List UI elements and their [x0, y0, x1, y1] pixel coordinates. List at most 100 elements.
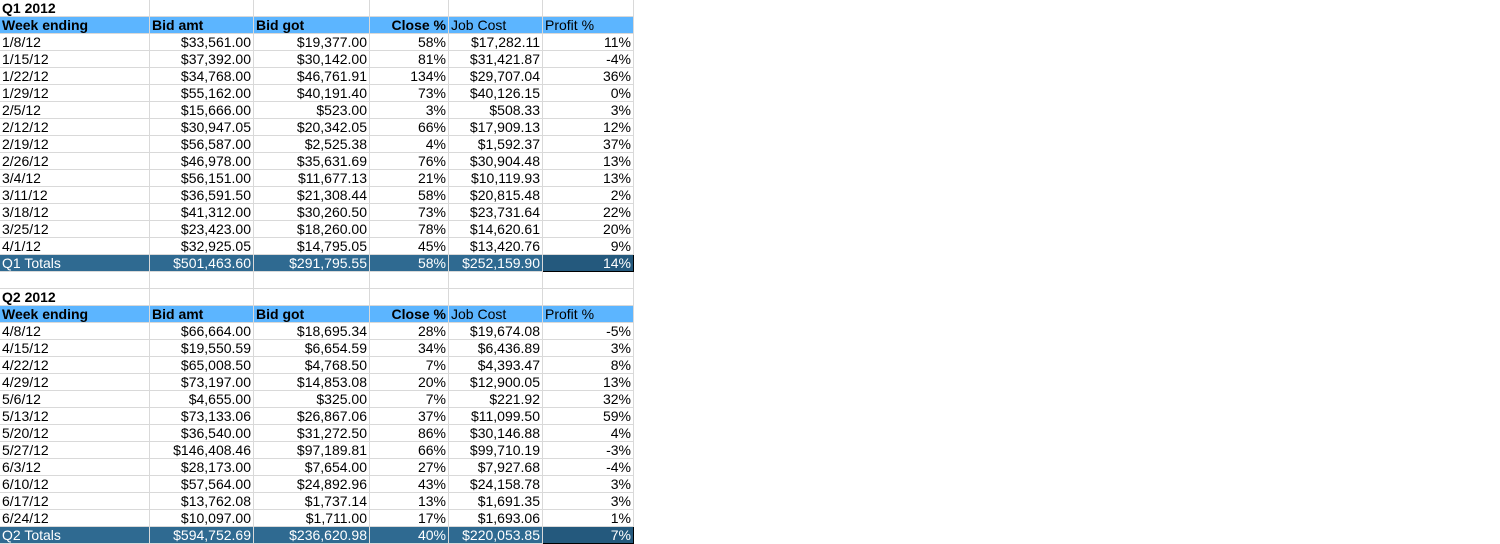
data-cell[interactable]: $26,867.06 — [253, 407, 370, 425]
data-cell[interactable]: $19,674.08 — [448, 322, 543, 340]
data-cell[interactable]: 73% — [369, 84, 449, 102]
data-cell[interactable]: $65,008.50 — [149, 356, 254, 374]
data-cell[interactable]: 37% — [542, 135, 634, 153]
data-cell[interactable]: 3/11/12 — [0, 186, 150, 204]
data-cell[interactable]: 1/8/12 — [0, 33, 150, 51]
data-cell[interactable]: $33,561.00 — [149, 33, 254, 51]
data-cell[interactable]: -3% — [542, 441, 634, 459]
data-cell[interactable]: $1,691.35 — [448, 492, 543, 510]
data-cell[interactable]: $1,693.06 — [448, 509, 543, 527]
totals-cell[interactable]: $236,620.98 — [253, 526, 370, 544]
data-cell[interactable]: 76% — [369, 152, 449, 170]
data-cell[interactable]: $14,620.61 — [448, 220, 543, 238]
data-cell[interactable]: $6,654.59 — [253, 339, 370, 357]
data-cell[interactable]: $41,312.00 — [149, 203, 254, 221]
data-cell[interactable]: $13,762.08 — [149, 492, 254, 510]
empty-cell[interactable] — [253, 0, 370, 17]
data-cell[interactable]: 4% — [542, 424, 634, 442]
data-cell[interactable]: 2% — [542, 186, 634, 204]
data-cell[interactable]: $30,142.00 — [253, 50, 370, 68]
totals-cell[interactable]: $252,159.90 — [448, 254, 543, 272]
data-cell[interactable]: 8% — [542, 356, 634, 374]
data-cell[interactable]: 66% — [369, 441, 449, 459]
data-cell[interactable]: $24,892.96 — [253, 475, 370, 493]
column-header[interactable]: Bid amt — [149, 16, 254, 34]
data-cell[interactable]: 6/10/12 — [0, 475, 150, 493]
data-cell[interactable]: 6/3/12 — [0, 458, 150, 476]
data-cell[interactable]: $46,978.00 — [149, 152, 254, 170]
data-cell[interactable]: $35,631.69 — [253, 152, 370, 170]
empty-cell[interactable] — [369, 0, 449, 17]
data-cell[interactable]: $14,795.05 — [253, 237, 370, 255]
data-cell[interactable]: 3% — [542, 339, 634, 357]
column-header[interactable]: Bid got — [253, 305, 370, 323]
data-cell[interactable]: 1/29/12 — [0, 84, 150, 102]
data-cell[interactable]: $11,677.13 — [253, 169, 370, 187]
empty-cell[interactable] — [149, 0, 254, 17]
data-cell[interactable]: 20% — [369, 373, 449, 391]
data-cell[interactable]: 7% — [369, 356, 449, 374]
data-cell[interactable]: 11% — [542, 33, 634, 51]
data-cell[interactable]: -5% — [542, 322, 634, 340]
data-cell[interactable]: $13,420.76 — [448, 237, 543, 255]
data-cell[interactable]: $523.00 — [253, 101, 370, 119]
empty-cell[interactable] — [253, 288, 370, 306]
empty-cell[interactable] — [542, 271, 634, 289]
data-cell[interactable]: 5/20/12 — [0, 424, 150, 442]
data-cell[interactable]: 37% — [369, 407, 449, 425]
data-cell[interactable]: 3/4/12 — [0, 169, 150, 187]
column-header[interactable]: Week ending — [0, 16, 150, 34]
data-cell[interactable]: 43% — [369, 475, 449, 493]
data-cell[interactable]: 4/29/12 — [0, 373, 150, 391]
column-header[interactable]: Bid got — [253, 16, 370, 34]
data-cell[interactable]: 58% — [369, 33, 449, 51]
data-cell[interactable]: 6/24/12 — [0, 509, 150, 527]
data-cell[interactable]: $30,146.88 — [448, 424, 543, 442]
data-cell[interactable]: $4,768.50 — [253, 356, 370, 374]
data-cell[interactable]: $2,525.38 — [253, 135, 370, 153]
column-header[interactable]: Bid amt — [149, 305, 254, 323]
data-cell[interactable]: $57,564.00 — [149, 475, 254, 493]
column-header[interactable]: Job Cost — [448, 16, 543, 34]
data-cell[interactable]: $36,591.50 — [149, 186, 254, 204]
data-cell[interactable]: 2/5/12 — [0, 101, 150, 119]
data-cell[interactable]: $20,342.05 — [253, 118, 370, 136]
column-header[interactable]: Close % — [369, 16, 449, 34]
empty-cell[interactable] — [542, 0, 634, 17]
data-cell[interactable]: 13% — [542, 373, 634, 391]
data-cell[interactable]: $4,393.47 — [448, 356, 543, 374]
data-cell[interactable]: 34% — [369, 339, 449, 357]
data-cell[interactable]: 13% — [542, 152, 634, 170]
data-cell[interactable]: $4,655.00 — [149, 390, 254, 408]
data-cell[interactable]: $66,664.00 — [149, 322, 254, 340]
empty-cell[interactable] — [369, 288, 449, 306]
data-cell[interactable]: $19,550.59 — [149, 339, 254, 357]
data-cell[interactable]: 4/1/12 — [0, 237, 150, 255]
empty-cell[interactable] — [149, 288, 254, 306]
data-cell[interactable]: $18,695.34 — [253, 322, 370, 340]
data-cell[interactable]: -4% — [542, 50, 634, 68]
data-cell[interactable]: 58% — [369, 186, 449, 204]
column-header[interactable]: Profit % — [542, 305, 634, 323]
column-header[interactable]: Week ending — [0, 305, 150, 323]
data-cell[interactable]: $56,151.00 — [149, 169, 254, 187]
empty-cell[interactable] — [448, 288, 543, 306]
data-cell[interactable]: 7% — [369, 390, 449, 408]
data-cell[interactable]: 59% — [542, 407, 634, 425]
data-cell[interactable]: $73,133.06 — [149, 407, 254, 425]
data-cell[interactable]: 36% — [542, 67, 634, 85]
data-cell[interactable]: $19,377.00 — [253, 33, 370, 51]
empty-cell[interactable] — [149, 271, 254, 289]
totals-cell[interactable]: 58% — [369, 254, 449, 272]
empty-cell[interactable] — [369, 271, 449, 289]
data-cell[interactable]: 73% — [369, 203, 449, 221]
totals-cell[interactable]: Q2 Totals — [0, 526, 150, 544]
data-cell[interactable]: 4/22/12 — [0, 356, 150, 374]
data-cell[interactable]: $30,947.05 — [149, 118, 254, 136]
data-cell[interactable]: $23,423.00 — [149, 220, 254, 238]
totals-cell[interactable]: $291,795.55 — [253, 254, 370, 272]
data-cell[interactable]: 1/22/12 — [0, 67, 150, 85]
empty-cell[interactable] — [448, 0, 543, 17]
data-cell[interactable]: 1/15/12 — [0, 50, 150, 68]
data-cell[interactable]: 17% — [369, 509, 449, 527]
